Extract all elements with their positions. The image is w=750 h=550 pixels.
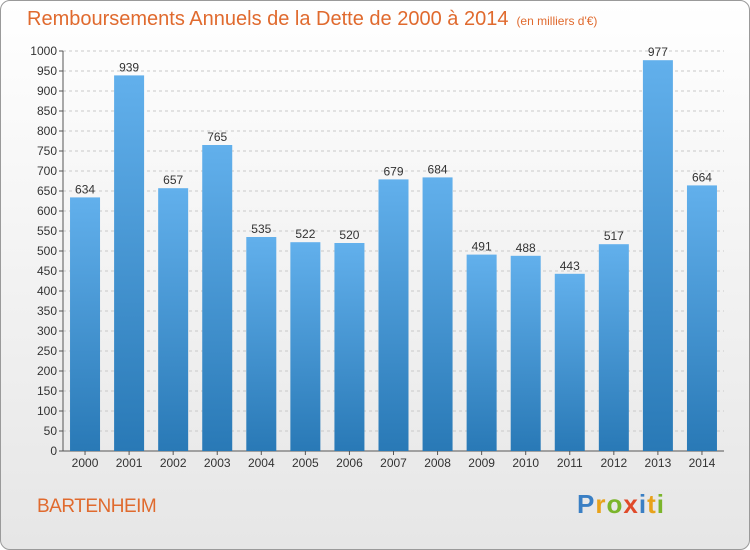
bar	[70, 197, 101, 451]
bar	[334, 243, 365, 451]
y-tick-label: 0	[50, 444, 57, 458]
bar	[598, 244, 629, 451]
y-tick-label: 850	[37, 104, 57, 118]
x-tick-label: 2006	[336, 456, 363, 470]
bar-value-label: 491	[472, 240, 492, 254]
x-tick-label: 2008	[424, 456, 451, 470]
x-tick-label: 2011	[557, 456, 583, 470]
x-tick-label: 2014	[689, 456, 716, 470]
bar-value-label: 664	[692, 170, 712, 184]
y-tick-label: 650	[37, 184, 57, 198]
y-tick-label: 600	[37, 204, 57, 218]
bar-value-label: 520	[339, 228, 359, 242]
bar	[202, 145, 233, 451]
x-tick-label: 2005	[292, 456, 319, 470]
logo-letter: x	[623, 489, 639, 519]
bar-value-label: 679	[383, 164, 403, 178]
x-tick-label: 2002	[160, 456, 187, 470]
chart-title: Remboursements Annuels de la Dette de 20…	[27, 8, 597, 31]
proxiti-logo: Proxiti	[577, 489, 665, 520]
bar-value-label: 517	[604, 229, 624, 243]
y-tick-label: 500	[37, 244, 57, 258]
bar-value-label: 535	[251, 222, 271, 236]
bar	[290, 242, 321, 451]
bar-value-label: 488	[516, 241, 536, 255]
y-tick-label: 350	[37, 304, 57, 318]
logo-letter: t	[647, 489, 657, 519]
logo-letter: o	[606, 489, 624, 519]
y-tick-label: 250	[37, 344, 57, 358]
y-tick-label: 200	[37, 364, 57, 378]
logo-letter: r	[595, 489, 607, 519]
y-tick-label: 950	[37, 64, 57, 78]
chart-unit: (en milliers d'€)	[516, 14, 598, 28]
x-tick-label: 2009	[468, 456, 495, 470]
bar	[158, 188, 189, 451]
bar	[422, 177, 453, 451]
logo-letter: i	[638, 489, 648, 519]
x-tick-label: 2013	[645, 456, 672, 470]
y-tick-label: 100	[37, 404, 57, 418]
y-tick-label: 1000	[30, 44, 57, 58]
x-tick-label: 2003	[204, 456, 231, 470]
chart-title-text: Remboursements Annuels de la Dette de 20…	[27, 8, 509, 30]
bar	[114, 75, 145, 452]
y-tick-label: 900	[37, 84, 57, 98]
y-tick-label: 450	[37, 264, 57, 278]
bar-value-label: 634	[75, 182, 95, 196]
y-tick-label: 150	[37, 384, 57, 398]
bar-value-label: 522	[295, 227, 315, 241]
bar-value-label: 684	[428, 162, 448, 176]
y-tick-label: 300	[37, 324, 57, 338]
town-name: BARTENHEIM	[37, 496, 157, 517]
y-tick-label: 50	[44, 424, 58, 438]
bar-value-label: 657	[163, 173, 183, 187]
x-tick-label: 2004	[248, 456, 275, 470]
y-tick-label: 700	[37, 164, 57, 178]
bar	[642, 60, 673, 451]
x-tick-label: 2010	[512, 456, 539, 470]
bar	[554, 273, 585, 451]
bar-value-label: 939	[119, 60, 139, 74]
bar	[246, 237, 277, 451]
x-tick-label: 2012	[600, 456, 627, 470]
bar-value-label: 443	[560, 259, 580, 273]
bar-value-label: 765	[207, 130, 227, 144]
y-tick-label: 400	[37, 284, 57, 298]
bar	[686, 185, 717, 451]
logo-letter: i	[656, 489, 665, 519]
bar	[510, 255, 541, 451]
bar	[466, 254, 497, 451]
bar	[378, 179, 409, 451]
y-tick-label: 750	[37, 144, 57, 158]
x-tick-label: 2007	[380, 456, 407, 470]
y-tick-label: 550	[37, 224, 57, 238]
x-tick-label: 2001	[116, 456, 143, 470]
x-tick-label: 2000	[72, 456, 99, 470]
y-tick-label: 800	[37, 124, 57, 138]
logo-letter: P	[577, 489, 596, 519]
bar-value-label: 977	[648, 45, 668, 59]
